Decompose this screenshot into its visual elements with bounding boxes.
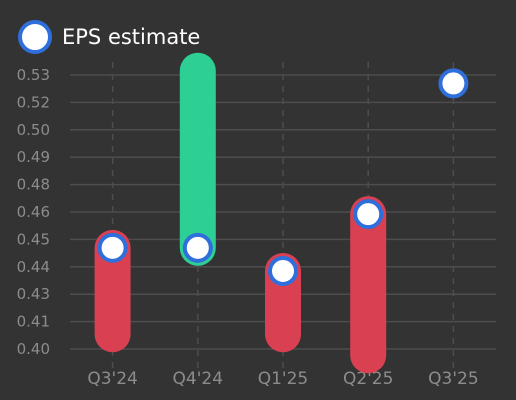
x-tick-label: Q2'25 bbox=[343, 369, 394, 389]
y-axis-ticks: 0.40 0.41 0.43 0.44 0.45 0.46 0.48 0.49 0.50 0.52… bbox=[17, 66, 50, 358]
circle-marker-icon bbox=[18, 20, 52, 54]
eps-bar bbox=[179, 52, 216, 266]
y-tick-label: 0.50 bbox=[17, 121, 50, 139]
estimate-markers bbox=[97, 68, 469, 287]
y-tick-label: 0.44 bbox=[17, 258, 50, 276]
estimate-marker bbox=[353, 199, 384, 230]
y-tick-label: 0.49 bbox=[17, 148, 50, 166]
y-tick-label: 0.53 bbox=[17, 66, 50, 84]
estimate-marker bbox=[182, 232, 213, 263]
eps-bar bbox=[94, 229, 131, 353]
x-tick-label: Q3'24 bbox=[87, 369, 138, 389]
y-tick-label: 0.40 bbox=[17, 340, 50, 358]
estimate-marker bbox=[268, 256, 298, 287]
legend-label: EPS estimate bbox=[62, 25, 201, 49]
y-tick-label: 0.52 bbox=[17, 93, 50, 111]
x-tick-label: Q3'25 bbox=[428, 369, 479, 389]
y-tick-label: 0.41 bbox=[17, 313, 50, 331]
legend[interactable]: EPS estimate bbox=[18, 20, 200, 54]
x-axis-ticks: Q3'24 Q4'24 Q1'25 Q2'25 Q3'25 bbox=[87, 369, 478, 389]
eps-bar bbox=[350, 196, 387, 374]
y-tick-label: 0.48 bbox=[17, 176, 50, 194]
x-tick-label: Q4'24 bbox=[173, 369, 224, 389]
estimate-marker bbox=[438, 68, 469, 99]
y-tick-label: 0.46 bbox=[17, 203, 50, 221]
bars bbox=[94, 52, 387, 374]
y-tick-label: 0.43 bbox=[17, 285, 50, 303]
x-tick-label: Q1'25 bbox=[258, 369, 309, 389]
estimate-marker bbox=[97, 232, 128, 263]
y-tick-label: 0.45 bbox=[17, 230, 50, 248]
